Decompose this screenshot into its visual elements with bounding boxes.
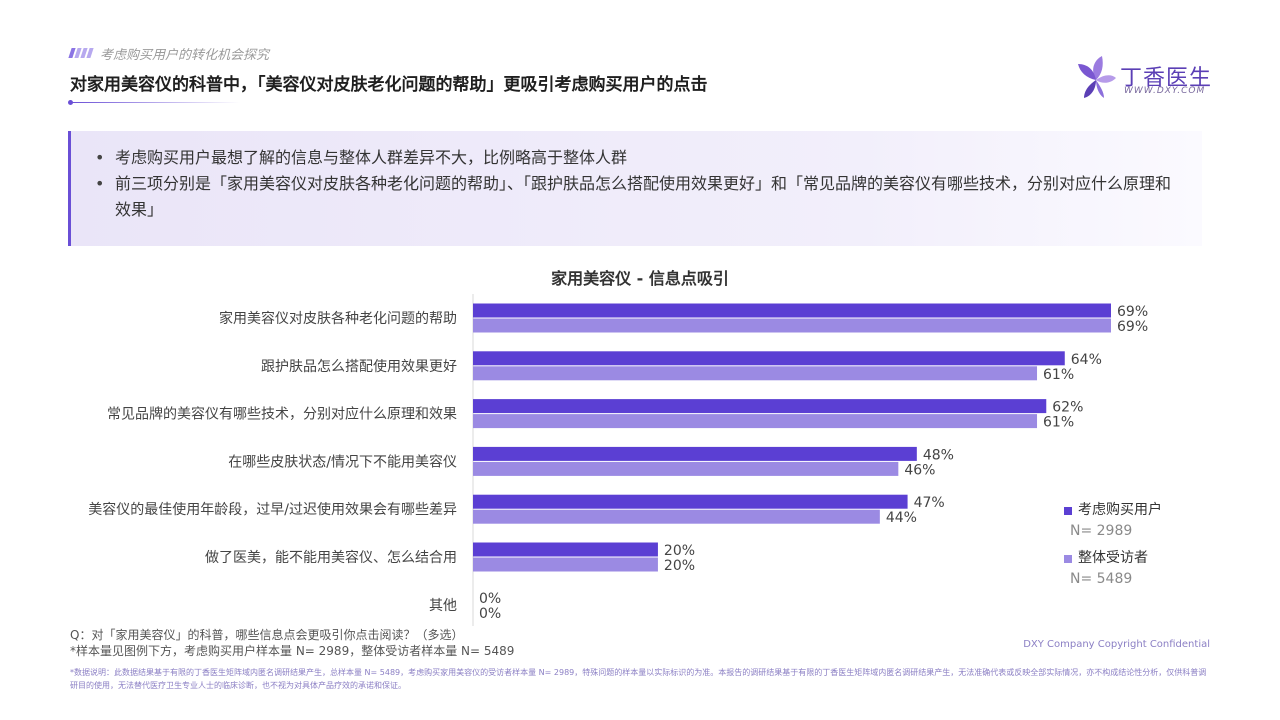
disclaimer: *数据说明：此数据结果基于有限的丁香医生矩阵域内匿名调研结果产生，总样本量 N=… (70, 668, 1207, 690)
legend-item-all-respondents: 整体受访者 N= 5489 (1064, 548, 1162, 596)
bar-all-respondents (473, 461, 899, 476)
chart-title: 家用美容仪 - 信息点吸引 (551, 269, 729, 288)
bar-consider-buyers (473, 446, 917, 461)
bar-all-respondents (473, 557, 658, 572)
data-label: 46% (904, 462, 935, 478)
category-label: 跟护肤品怎么搭配使用效果更好 (261, 358, 457, 375)
data-label: 64% (1071, 352, 1102, 368)
data-label: 44% (886, 510, 917, 526)
data-label: 61% (1043, 415, 1074, 431)
bar-all-respondents (473, 318, 1111, 333)
title-underline (68, 100, 240, 105)
logo-url: WWW.DXY.COM (1124, 86, 1206, 96)
data-label: 20% (664, 558, 695, 574)
legend-swatch (1064, 555, 1072, 563)
category-label: 在哪些皮肤状态/情况下不能用美容仪 (228, 453, 457, 470)
data-label: 0% (479, 606, 501, 622)
data-label: 69% (1117, 319, 1148, 335)
data-label: 48% (923, 447, 954, 463)
bar-chart: 家用美容仪对皮肤各种老化问题的帮助 69%69% 跟护肤品怎么搭配使用效果更好 64%… (88, 294, 1148, 626)
category-label: 做了医美，能不能用美容仪、怎么结合用 (205, 549, 457, 566)
data-label: 62% (1052, 400, 1083, 416)
section-title: 考虑购买用户的转化机会探究 (100, 47, 270, 63)
summary-box: 考虑购买用户最想了解的信息与整体人群差异不大，比例略高于整体人群 前三项分别是「… (68, 131, 1202, 246)
legend-sample-size: N= 2989 (1070, 523, 1133, 539)
brand-logo: 丁香医生 WWW.DXY.COM (1076, 56, 1216, 102)
bar-all-respondents (473, 509, 880, 524)
data-label: 61% (1043, 367, 1074, 383)
data-label: 20% (664, 543, 695, 559)
bar-consider-buyers (473, 351, 1065, 366)
legend-sample-size: N= 5489 (1070, 571, 1133, 587)
data-label: 69% (1117, 304, 1148, 320)
bar-consider-buyers (473, 542, 658, 557)
summary-bullet: 考虑购买用户最想了解的信息与整体人群差异不大，比例略高于整体人群 (95, 145, 1202, 171)
survey-question: Q：对「家用美容仪」的科普，哪些信息点会更吸引你点击阅读？（多选） (70, 628, 464, 642)
category-label: 其他 (429, 598, 457, 614)
bar-consider-buyers (473, 303, 1111, 318)
data-label: 47% (914, 495, 945, 511)
bar-consider-buyers (473, 399, 1047, 414)
summary-list: 考虑购买用户最想了解的信息与整体人群差异不大，比例略高于整体人群 前三项分别是「… (71, 131, 1202, 223)
category-label: 常见品牌的美容仪有哪些技术，分别对应什么原理和效果 (107, 406, 457, 423)
category-label: 美容仪的最佳使用年龄段，过早/过迟使用效果会有哪些差异 (88, 501, 457, 518)
page-title: 对家用美容仪的科普中，「美容仪对皮肤老化问题的帮助」更吸引考虑购买用户的点击 (70, 75, 708, 95)
legend-label: 整体受访者 (1078, 550, 1148, 566)
bar-consider-buyers (473, 494, 908, 509)
legend-swatch (1064, 507, 1072, 515)
bar-all-respondents (473, 366, 1038, 381)
data-label: 0% (479, 591, 501, 607)
section-header: 考虑购买用户的转化机会探究 (68, 44, 270, 63)
logo-name: 丁香医生 (1120, 66, 1213, 91)
bar-all-respondents (473, 414, 1038, 429)
sample-note: *样本量见图例下方，考虑购买用户样本量 N= 2989，整体受访者样本量 N= … (70, 644, 515, 658)
legend: 考虑购买用户 N= 2989 整体受访者 N= 5489 (1064, 500, 1162, 596)
category-label: 家用美容仪对皮肤各种老化问题的帮助 (219, 310, 457, 327)
lilac-flower-icon (1078, 56, 1116, 98)
legend-item-consider-buyers: 考虑购买用户 N= 2989 (1064, 500, 1162, 548)
summary-bullet: 前三项分别是「家用美容仪对皮肤各种老化问题的帮助」、「跟护肤品怎么搭配使用效果更… (95, 171, 1202, 223)
copyright: DXY Company Copyright Confidential (1023, 639, 1210, 650)
section-stripes-icon (68, 48, 94, 58)
legend-label: 考虑购买用户 (1078, 502, 1162, 518)
